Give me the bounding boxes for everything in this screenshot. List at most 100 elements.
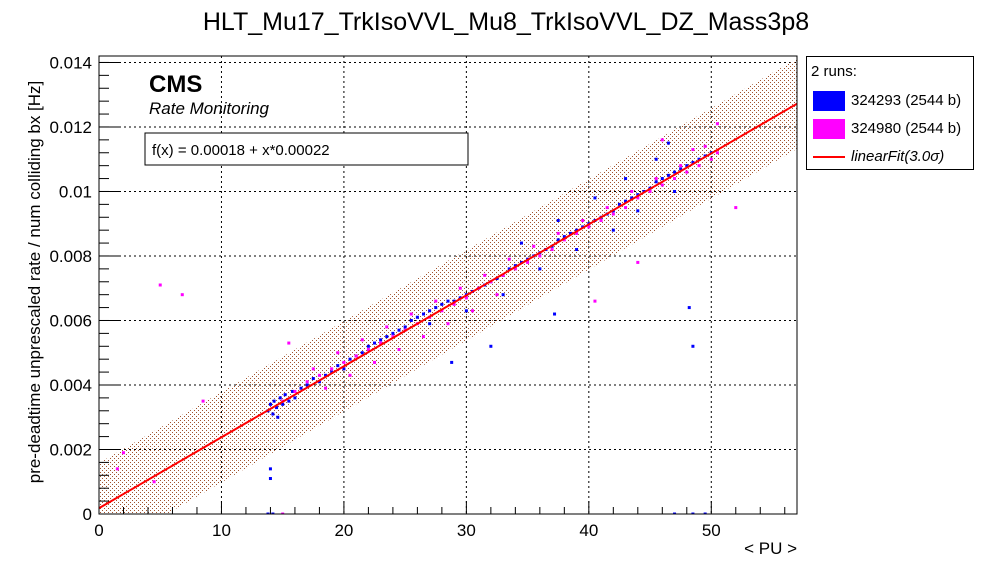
data-point bbox=[440, 302, 444, 306]
data-point bbox=[575, 228, 579, 232]
data-point bbox=[373, 360, 377, 364]
data-point bbox=[180, 293, 184, 297]
data-point bbox=[440, 309, 444, 313]
data-point bbox=[268, 477, 272, 481]
data-point bbox=[379, 338, 383, 342]
data-point bbox=[287, 341, 291, 345]
data-point bbox=[526, 260, 530, 264]
legend: 2 runs: 324293 (2544 b) 324980 (2544 b) … bbox=[806, 56, 974, 170]
data-point bbox=[575, 231, 579, 235]
data-point bbox=[624, 177, 628, 181]
data-points bbox=[115, 122, 738, 514]
data-point bbox=[599, 218, 603, 222]
legend-label: 324980 (2544 b) bbox=[851, 120, 962, 137]
data-point bbox=[287, 399, 291, 403]
data-point bbox=[550, 248, 554, 252]
data-point bbox=[293, 389, 297, 393]
data-point bbox=[281, 512, 285, 514]
legend-line bbox=[813, 156, 845, 158]
data-point bbox=[342, 367, 346, 371]
data-point bbox=[660, 138, 664, 142]
data-point bbox=[271, 412, 275, 416]
data-point bbox=[691, 512, 695, 514]
data-point bbox=[685, 164, 689, 168]
data-point bbox=[409, 318, 413, 322]
cms-label: CMS bbox=[149, 71, 202, 98]
data-point bbox=[611, 212, 615, 216]
data-point bbox=[403, 325, 407, 329]
y-tick-label: 0.004 bbox=[49, 376, 92, 395]
data-point bbox=[501, 273, 505, 277]
data-point bbox=[330, 367, 334, 371]
data-point bbox=[278, 396, 282, 400]
data-point bbox=[348, 357, 352, 361]
data-point bbox=[201, 399, 205, 403]
data-point bbox=[636, 196, 640, 200]
data-point bbox=[293, 396, 297, 400]
data-point bbox=[532, 244, 536, 248]
data-point bbox=[687, 306, 691, 310]
legend-swatch bbox=[813, 91, 845, 111]
data-point bbox=[281, 402, 285, 406]
data-point bbox=[568, 231, 572, 235]
data-point bbox=[409, 312, 413, 316]
data-point bbox=[697, 157, 701, 161]
data-point bbox=[464, 309, 468, 313]
y-tick-label: 0.01 bbox=[59, 182, 92, 201]
chart-title: HLT_Mu17_TrkIsoVVL_Mu8_TrkIsoVVL_DZ_Mass… bbox=[203, 8, 809, 36]
data-point bbox=[317, 380, 321, 384]
y-tick-label: 0.006 bbox=[49, 311, 92, 330]
data-point bbox=[458, 286, 462, 290]
data-point bbox=[489, 344, 493, 348]
data-point bbox=[470, 309, 474, 313]
data-point bbox=[648, 189, 652, 193]
data-point bbox=[624, 199, 628, 203]
legend-label: 324293 (2544 b) bbox=[851, 92, 962, 109]
data-point bbox=[311, 367, 315, 371]
data-point bbox=[654, 177, 658, 181]
data-point bbox=[538, 267, 542, 271]
data-point bbox=[666, 141, 670, 145]
data-point bbox=[275, 406, 279, 410]
data-point bbox=[660, 177, 664, 181]
data-point bbox=[299, 386, 303, 390]
data-point bbox=[553, 312, 557, 316]
data-point bbox=[305, 383, 309, 387]
data-point bbox=[422, 335, 426, 339]
data-point bbox=[266, 512, 270, 514]
data-point bbox=[158, 283, 162, 287]
data-point bbox=[276, 415, 280, 419]
data-point bbox=[654, 157, 658, 161]
data-point bbox=[519, 241, 523, 245]
data-point bbox=[330, 370, 334, 374]
data-point bbox=[452, 299, 456, 303]
data-point bbox=[283, 393, 287, 397]
data-point bbox=[397, 328, 401, 332]
fit-formula: f(x) = 0.00018 + x*0.00022 bbox=[152, 142, 330, 159]
data-point bbox=[660, 183, 664, 187]
x-tick-label: 0 bbox=[94, 521, 103, 540]
data-point bbox=[379, 341, 383, 345]
data-point bbox=[415, 315, 419, 319]
data-point bbox=[679, 164, 683, 168]
y-axis-label: pre-deadtime unprescaled rate / num coll… bbox=[25, 81, 44, 484]
data-point bbox=[617, 202, 621, 206]
y-tick-label: 0.002 bbox=[49, 440, 92, 459]
legend-label: linearFit(3.0σ) bbox=[851, 148, 945, 165]
data-point bbox=[593, 196, 597, 200]
data-point bbox=[385, 335, 389, 339]
x-tick-label: 50 bbox=[702, 521, 721, 540]
data-point bbox=[336, 351, 340, 355]
data-point bbox=[450, 360, 454, 364]
legend-swatch bbox=[813, 119, 845, 139]
data-point bbox=[422, 312, 426, 316]
data-point bbox=[385, 325, 389, 329]
data-point bbox=[513, 267, 517, 271]
data-point bbox=[575, 248, 579, 252]
data-point bbox=[446, 322, 450, 326]
data-point bbox=[556, 231, 560, 235]
x-tick-label: 10 bbox=[212, 521, 231, 540]
legend-entry-run-324293: 324293 (2544 b) bbox=[813, 89, 973, 113]
fit-line bbox=[99, 102, 797, 510]
data-point bbox=[336, 364, 340, 368]
